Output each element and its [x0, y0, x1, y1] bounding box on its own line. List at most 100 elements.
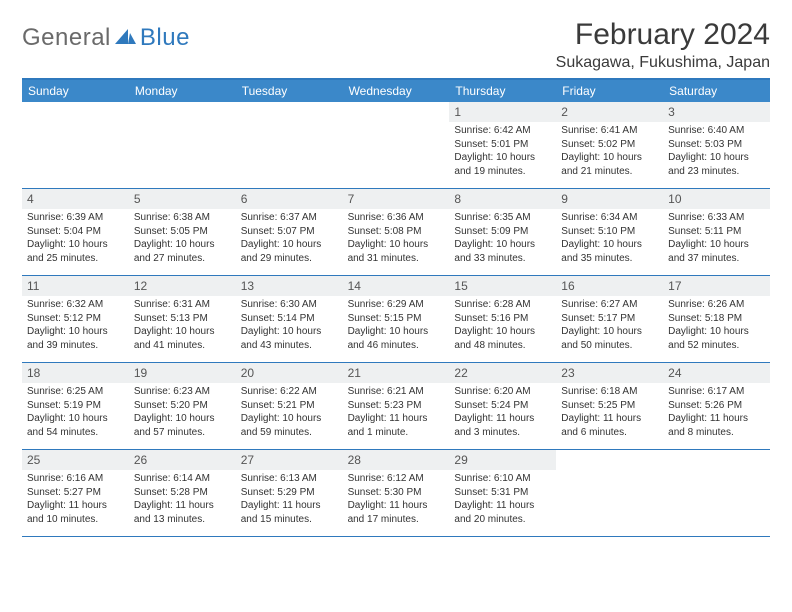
day-cell: .	[22, 102, 129, 188]
daylight-text: Daylight: 10 hours and 46 minutes.	[348, 325, 445, 352]
day-cell: 24Sunrise: 6:17 AMSunset: 5:26 PMDayligh…	[663, 363, 770, 449]
day-cell: 23Sunrise: 6:18 AMSunset: 5:25 PMDayligh…	[556, 363, 663, 449]
sunset-text: Sunset: 5:13 PM	[134, 312, 231, 326]
sunrise-text: Sunrise: 6:41 AM	[561, 124, 658, 138]
day-cell: 29Sunrise: 6:10 AMSunset: 5:31 PMDayligh…	[449, 450, 556, 536]
daylight-text: Daylight: 10 hours and 19 minutes.	[454, 151, 551, 178]
calendar-week: 18Sunrise: 6:25 AMSunset: 5:19 PMDayligh…	[22, 363, 770, 450]
daylight-text: Daylight: 11 hours and 6 minutes.	[561, 412, 658, 439]
day-number: 3	[663, 102, 770, 122]
day-number: 9	[556, 189, 663, 209]
day-cell: 16Sunrise: 6:27 AMSunset: 5:17 PMDayligh…	[556, 276, 663, 362]
daylight-text: Daylight: 11 hours and 17 minutes.	[348, 499, 445, 526]
day-number: 17	[663, 276, 770, 296]
sunrise-text: Sunrise: 6:18 AM	[561, 385, 658, 399]
daylight-text: Daylight: 11 hours and 8 minutes.	[668, 412, 765, 439]
sunset-text: Sunset: 5:23 PM	[348, 399, 445, 413]
day-body: Sunrise: 6:28 AMSunset: 5:16 PMDaylight:…	[449, 296, 556, 356]
day-cell: 26Sunrise: 6:14 AMSunset: 5:28 PMDayligh…	[129, 450, 236, 536]
sunset-text: Sunset: 5:28 PM	[134, 486, 231, 500]
day-number: 4	[22, 189, 129, 209]
day-body: Sunrise: 6:21 AMSunset: 5:23 PMDaylight:…	[343, 383, 450, 443]
day-cell: 18Sunrise: 6:25 AMSunset: 5:19 PMDayligh…	[22, 363, 129, 449]
sunset-text: Sunset: 5:01 PM	[454, 138, 551, 152]
day-number: 18	[22, 363, 129, 383]
sunrise-text: Sunrise: 6:22 AM	[241, 385, 338, 399]
sunrise-text: Sunrise: 6:30 AM	[241, 298, 338, 312]
day-cell: 12Sunrise: 6:31 AMSunset: 5:13 PMDayligh…	[129, 276, 236, 362]
calendar: Sunday Monday Tuesday Wednesday Thursday…	[22, 78, 770, 537]
day-number: 1	[449, 102, 556, 122]
daylight-text: Daylight: 10 hours and 31 minutes.	[348, 238, 445, 265]
sunset-text: Sunset: 5:21 PM	[241, 399, 338, 413]
day-body: Sunrise: 6:18 AMSunset: 5:25 PMDaylight:…	[556, 383, 663, 443]
weekday-header: Thursday	[449, 80, 556, 102]
day-cell: 28Sunrise: 6:12 AMSunset: 5:30 PMDayligh…	[343, 450, 450, 536]
logo-text-general: General	[22, 24, 111, 52]
daylight-text: Daylight: 10 hours and 21 minutes.	[561, 151, 658, 178]
daylight-text: Daylight: 10 hours and 27 minutes.	[134, 238, 231, 265]
daylight-text: Daylight: 11 hours and 20 minutes.	[454, 499, 551, 526]
day-cell: 3Sunrise: 6:40 AMSunset: 5:03 PMDaylight…	[663, 102, 770, 188]
sunrise-text: Sunrise: 6:36 AM	[348, 211, 445, 225]
calendar-week: ....1Sunrise: 6:42 AMSunset: 5:01 PMDayl…	[22, 102, 770, 189]
sunrise-text: Sunrise: 6:12 AM	[348, 472, 445, 486]
sunrise-text: Sunrise: 6:31 AM	[134, 298, 231, 312]
sunrise-text: Sunrise: 6:39 AM	[27, 211, 124, 225]
sunrise-text: Sunrise: 6:37 AM	[241, 211, 338, 225]
sunset-text: Sunset: 5:09 PM	[454, 225, 551, 239]
day-body: Sunrise: 6:22 AMSunset: 5:21 PMDaylight:…	[236, 383, 343, 443]
daylight-text: Daylight: 10 hours and 50 minutes.	[561, 325, 658, 352]
sunset-text: Sunset: 5:07 PM	[241, 225, 338, 239]
day-cell: 22Sunrise: 6:20 AMSunset: 5:24 PMDayligh…	[449, 363, 556, 449]
day-body: Sunrise: 6:30 AMSunset: 5:14 PMDaylight:…	[236, 296, 343, 356]
sunset-text: Sunset: 5:24 PM	[454, 399, 551, 413]
daylight-text: Daylight: 10 hours and 54 minutes.	[27, 412, 124, 439]
sunrise-text: Sunrise: 6:21 AM	[348, 385, 445, 399]
day-cell: 4Sunrise: 6:39 AMSunset: 5:04 PMDaylight…	[22, 189, 129, 275]
day-cell: .	[556, 450, 663, 536]
day-body: Sunrise: 6:38 AMSunset: 5:05 PMDaylight:…	[129, 209, 236, 269]
sunrise-text: Sunrise: 6:33 AM	[668, 211, 765, 225]
day-number: 21	[343, 363, 450, 383]
day-number: 26	[129, 450, 236, 470]
sunrise-text: Sunrise: 6:27 AM	[561, 298, 658, 312]
day-number: 13	[236, 276, 343, 296]
day-body: Sunrise: 6:13 AMSunset: 5:29 PMDaylight:…	[236, 470, 343, 530]
sunset-text: Sunset: 5:15 PM	[348, 312, 445, 326]
day-body: Sunrise: 6:12 AMSunset: 5:30 PMDaylight:…	[343, 470, 450, 530]
calendar-week: 11Sunrise: 6:32 AMSunset: 5:12 PMDayligh…	[22, 276, 770, 363]
day-body: Sunrise: 6:26 AMSunset: 5:18 PMDaylight:…	[663, 296, 770, 356]
daylight-text: Daylight: 10 hours and 52 minutes.	[668, 325, 765, 352]
sunrise-text: Sunrise: 6:14 AM	[134, 472, 231, 486]
day-cell: .	[663, 450, 770, 536]
daylight-text: Daylight: 10 hours and 35 minutes.	[561, 238, 658, 265]
sunrise-text: Sunrise: 6:34 AM	[561, 211, 658, 225]
daylight-text: Daylight: 10 hours and 48 minutes.	[454, 325, 551, 352]
day-cell: .	[129, 102, 236, 188]
day-body: Sunrise: 6:20 AMSunset: 5:24 PMDaylight:…	[449, 383, 556, 443]
sunset-text: Sunset: 5:10 PM	[561, 225, 658, 239]
daylight-text: Daylight: 10 hours and 39 minutes.	[27, 325, 124, 352]
logo-text-blue: Blue	[140, 24, 190, 52]
day-number: 11	[22, 276, 129, 296]
sunrise-text: Sunrise: 6:38 AM	[134, 211, 231, 225]
day-cell: 13Sunrise: 6:30 AMSunset: 5:14 PMDayligh…	[236, 276, 343, 362]
sunset-text: Sunset: 5:30 PM	[348, 486, 445, 500]
day-number: 27	[236, 450, 343, 470]
sunrise-text: Sunrise: 6:16 AM	[27, 472, 124, 486]
header: General Blue February 2024 Sukagawa, Fuk…	[22, 18, 770, 72]
day-number: 14	[343, 276, 450, 296]
day-body: Sunrise: 6:27 AMSunset: 5:17 PMDaylight:…	[556, 296, 663, 356]
sunset-text: Sunset: 5:20 PM	[134, 399, 231, 413]
daylight-text: Daylight: 11 hours and 15 minutes.	[241, 499, 338, 526]
logo: General Blue	[22, 24, 190, 52]
sunset-text: Sunset: 5:05 PM	[134, 225, 231, 239]
sunset-text: Sunset: 5:04 PM	[27, 225, 124, 239]
sunset-text: Sunset: 5:18 PM	[668, 312, 765, 326]
title-block: February 2024 Sukagawa, Fukushima, Japan	[556, 18, 770, 72]
daylight-text: Daylight: 11 hours and 10 minutes.	[27, 499, 124, 526]
sunset-text: Sunset: 5:29 PM	[241, 486, 338, 500]
day-body: Sunrise: 6:31 AMSunset: 5:13 PMDaylight:…	[129, 296, 236, 356]
day-cell: 6Sunrise: 6:37 AMSunset: 5:07 PMDaylight…	[236, 189, 343, 275]
